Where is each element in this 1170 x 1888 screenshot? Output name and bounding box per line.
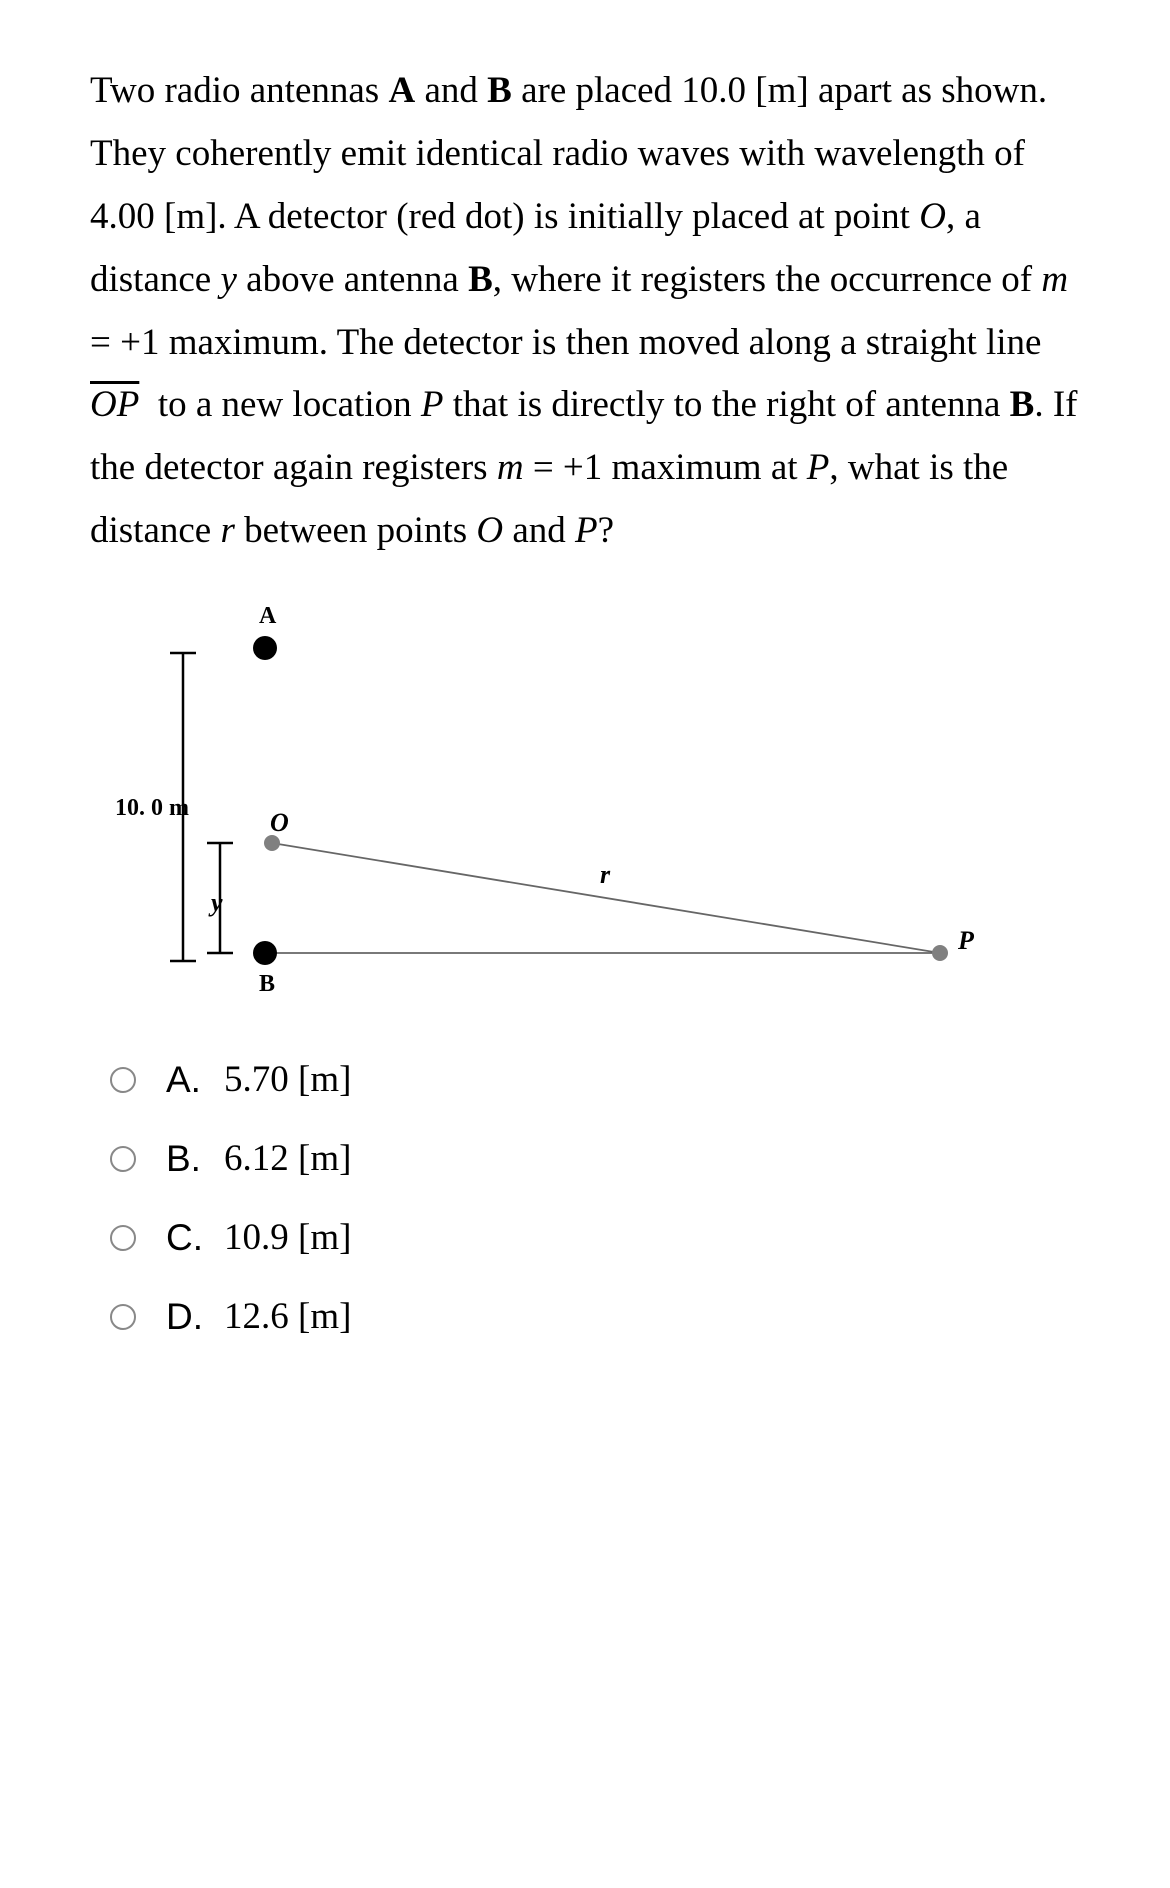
radio-icon[interactable] [110,1304,136,1330]
option-letter: B. [166,1138,206,1180]
label-distance: 10. 0 m [115,795,189,821]
radio-icon[interactable] [110,1067,136,1093]
point-a [253,636,277,660]
option-letter: A. [166,1059,206,1101]
radio-icon[interactable] [110,1146,136,1172]
option-b[interactable]: B. 6.12 [m] [110,1137,1080,1180]
physics-diagram: A B O P r y 10. 0 m [110,593,1080,1018]
question-text: Two radio antennas A and B are placed 10… [90,60,1080,563]
label-r: r [600,860,611,889]
label-o: O [270,808,289,837]
option-value: 5.70 [m] [224,1058,351,1101]
point-p [932,945,948,961]
option-letter: D. [166,1296,206,1338]
option-value: 12.6 [m] [224,1295,351,1338]
option-c[interactable]: C. 10.9 [m] [110,1216,1080,1259]
label-p: P [957,926,975,955]
point-b [253,941,277,965]
label-b: B [259,971,275,997]
option-value: 6.12 [m] [224,1137,351,1180]
option-value: 10.9 [m] [224,1216,351,1259]
option-d[interactable]: D. 12.6 [m] [110,1295,1080,1338]
label-a: A [259,603,277,629]
label-y: y [208,888,223,917]
option-a[interactable]: A. 5.70 [m] [110,1058,1080,1101]
answer-options: A. 5.70 [m] B. 6.12 [m] C. 10.9 [m] D. 1… [90,1058,1080,1338]
point-o [264,835,280,851]
radio-icon[interactable] [110,1225,136,1251]
option-letter: C. [166,1217,206,1259]
